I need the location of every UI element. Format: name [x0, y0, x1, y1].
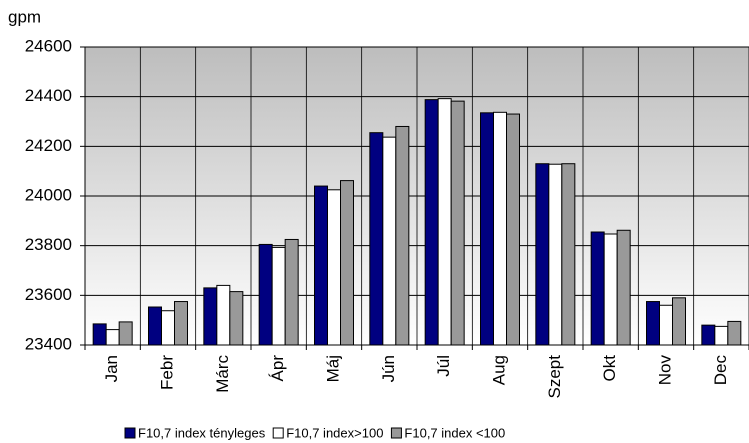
bar	[174, 301, 188, 346]
x-tick-label: Máj	[323, 355, 342, 382]
x-tick-label: Aug	[489, 355, 508, 385]
bar	[646, 301, 660, 346]
bar	[284, 238, 299, 346]
x-tick-label: Dec	[711, 355, 730, 386]
bar	[480, 112, 494, 346]
bar	[437, 98, 452, 346]
bar	[216, 284, 231, 346]
legend-label: F10,7 index>100	[286, 425, 383, 440]
x-tick-label: Okt	[600, 355, 619, 382]
x-tick-label: Jún	[379, 355, 398, 382]
y-tick-label: 23400	[25, 334, 72, 353]
bar	[714, 325, 729, 346]
bar	[271, 246, 286, 346]
bar	[548, 163, 563, 346]
legend-swatch	[272, 427, 284, 439]
bar	[603, 233, 618, 346]
bar	[395, 125, 410, 346]
x-tick-label: Júl	[434, 355, 453, 377]
bar	[382, 136, 397, 346]
bar	[327, 189, 341, 346]
bar	[561, 163, 576, 346]
y-tick-label: 24000	[25, 185, 72, 204]
bar	[672, 297, 686, 346]
bar	[258, 243, 273, 346]
bar	[148, 306, 162, 346]
bar	[659, 304, 673, 346]
bar	[616, 229, 631, 346]
x-tick-label: Febr	[157, 355, 176, 390]
y-tick-label: 24600	[25, 36, 72, 55]
bar	[590, 231, 605, 346]
x-tick-label: Szept	[545, 355, 564, 399]
bar	[424, 99, 439, 346]
y-tick-label: 24400	[25, 86, 72, 105]
legend-label: F10,7 index <100	[404, 425, 505, 440]
bar	[340, 180, 354, 346]
bar	[229, 291, 244, 346]
legend-swatch	[124, 427, 136, 439]
bar	[369, 132, 384, 346]
y-axis-label: gpm	[8, 7, 41, 26]
bar	[118, 321, 133, 346]
bar	[92, 323, 107, 346]
x-tick-label: Ápr	[268, 355, 287, 382]
bar	[203, 287, 218, 346]
bar	[161, 310, 175, 346]
x-tick-label: Jan	[102, 355, 121, 382]
bar	[314, 185, 328, 346]
bar	[105, 329, 120, 346]
bar	[506, 113, 520, 346]
y-tick-label: 24200	[25, 136, 72, 155]
legend-label: F10,7 index tényleges	[138, 425, 266, 440]
x-tick-label: Nov	[655, 355, 674, 386]
bar	[727, 320, 742, 346]
bar	[701, 324, 716, 346]
bar	[493, 111, 507, 346]
y-tick-label: 23800	[25, 235, 72, 254]
bar	[535, 163, 550, 346]
legend-swatch	[390, 427, 402, 439]
x-tick-label: Márc	[213, 355, 232, 393]
bar	[450, 100, 465, 346]
y-tick-label: 23600	[25, 285, 72, 304]
